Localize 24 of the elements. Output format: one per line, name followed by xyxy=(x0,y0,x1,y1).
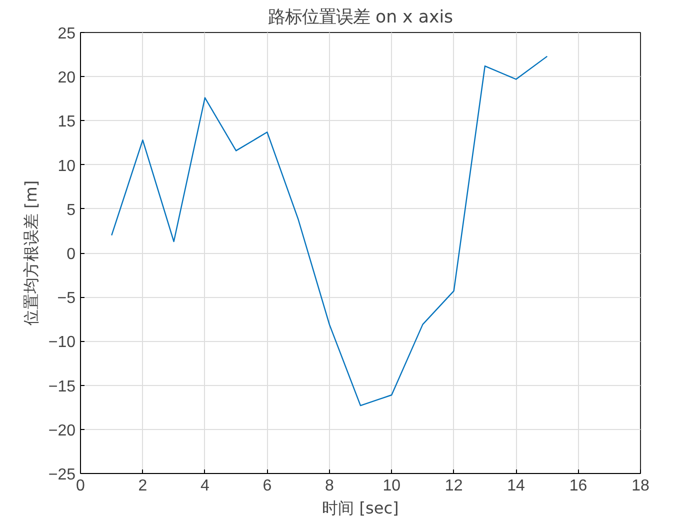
x-tick-label: 10 xyxy=(382,478,401,494)
x-tick-label: 8 xyxy=(324,478,334,494)
y-tick-label: 20 xyxy=(58,70,76,87)
y-tick-label: −5 xyxy=(57,290,76,308)
y-tick-label: −15 xyxy=(48,378,76,396)
x-tick-label: 4 xyxy=(200,478,210,494)
x-tick-label: 14 xyxy=(507,478,526,494)
y-tick-label: 5 xyxy=(66,202,76,219)
x-tick-label: 12 xyxy=(444,478,463,494)
line-series xyxy=(111,56,548,406)
x-tick-label: 16 xyxy=(569,478,588,494)
y-tick-label: 0 xyxy=(66,246,76,263)
x-tick-label: 6 xyxy=(262,478,272,494)
y-tick-label: −20 xyxy=(48,422,76,440)
y-tick-label: −25 xyxy=(48,466,76,484)
x-tick-label: 2 xyxy=(138,478,148,494)
y-tick-label: 25 xyxy=(58,26,76,42)
y-axis-title: 位置均方根误差 [m] xyxy=(21,180,40,326)
chart-title: 路标位置误差 on x axis xyxy=(268,8,454,28)
x-tick-label: 18 xyxy=(632,478,650,494)
y-tick-label: 15 xyxy=(58,114,76,131)
y-tick-label: −10 xyxy=(48,334,76,352)
x-axis-title: 时间 [sec] xyxy=(322,498,399,518)
y-tick-label: 10 xyxy=(58,158,76,175)
